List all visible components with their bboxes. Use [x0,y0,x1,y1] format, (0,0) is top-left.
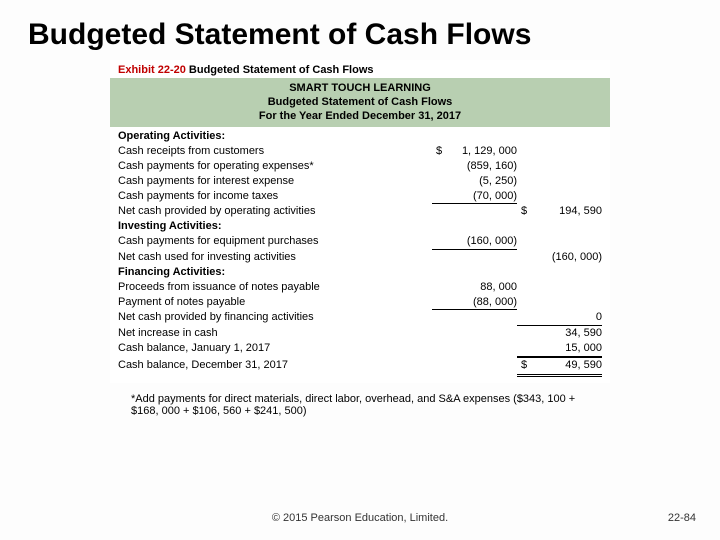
amount: $49, 590 [517,357,602,377]
line-label: Net cash used for investing activities [118,250,432,265]
line-label: Payment of notes payable [118,295,432,310]
section-heading: Investing Activities: [118,219,432,234]
statement-name: Budgeted Statement of Cash Flows [110,96,610,110]
line-label: Cash receipts from customers [118,144,432,159]
amount: (859, 160) [432,159,517,174]
amount: $194, 590 [517,204,602,219]
amount: (70, 000) [432,189,517,205]
exhibit-caption: Budgeted Statement of Cash Flows [189,64,374,76]
statement-header: SMART TOUCH LEARNING Budgeted Statement … [110,78,610,127]
amount: (160, 000) [432,234,517,250]
exhibit-label: Exhibit 22-20 Budgeted Statement of Cash… [110,60,610,78]
exhibit-number: Exhibit 22-20 [118,64,186,76]
amount: (5, 250) [432,174,517,189]
line-label: Cash payments for equipment purchases [118,234,432,249]
line-label: Net increase in cash [118,326,432,341]
line-label: Cash balance, December 31, 2017 [118,358,432,373]
footnote: *Add payments for direct materials, dire… [119,393,601,417]
line-label: Cash payments for operating expenses* [118,159,432,174]
line-label: Net cash provided by financing activitie… [118,310,432,325]
company-name: SMART TOUCH LEARNING [110,82,610,96]
amount: 0 [517,310,602,326]
amount: 15, 000 [517,341,602,357]
copyright: © 2015 Pearson Education, Limited. [0,512,720,524]
line-label: Cash balance, January 1, 2017 [118,341,432,356]
page-number: 22-84 [668,512,696,524]
statement-body: Operating Activities: Cash receipts from… [110,127,610,383]
section-heading: Financing Activities: [118,265,432,280]
line-label: Proceeds from issuance of notes payable [118,280,432,295]
amount: $1, 129, 000 [432,144,517,159]
amount: 88, 000 [432,280,517,295]
exhibit-box: Exhibit 22-20 Budgeted Statement of Cash… [110,60,610,383]
line-label: Net cash provided by operating activitie… [118,204,432,219]
line-label: Cash payments for income taxes [118,189,432,204]
period: For the Year Ended December 31, 2017 [110,110,610,124]
amount: 34, 590 [517,326,602,341]
amount: (88, 000) [432,295,517,311]
section-heading: Operating Activities: [118,129,432,144]
amount: (160, 000) [517,250,602,265]
line-label: Cash payments for interest expense [118,174,432,189]
slide-title: Budgeted Statement of Cash Flows [0,0,720,60]
